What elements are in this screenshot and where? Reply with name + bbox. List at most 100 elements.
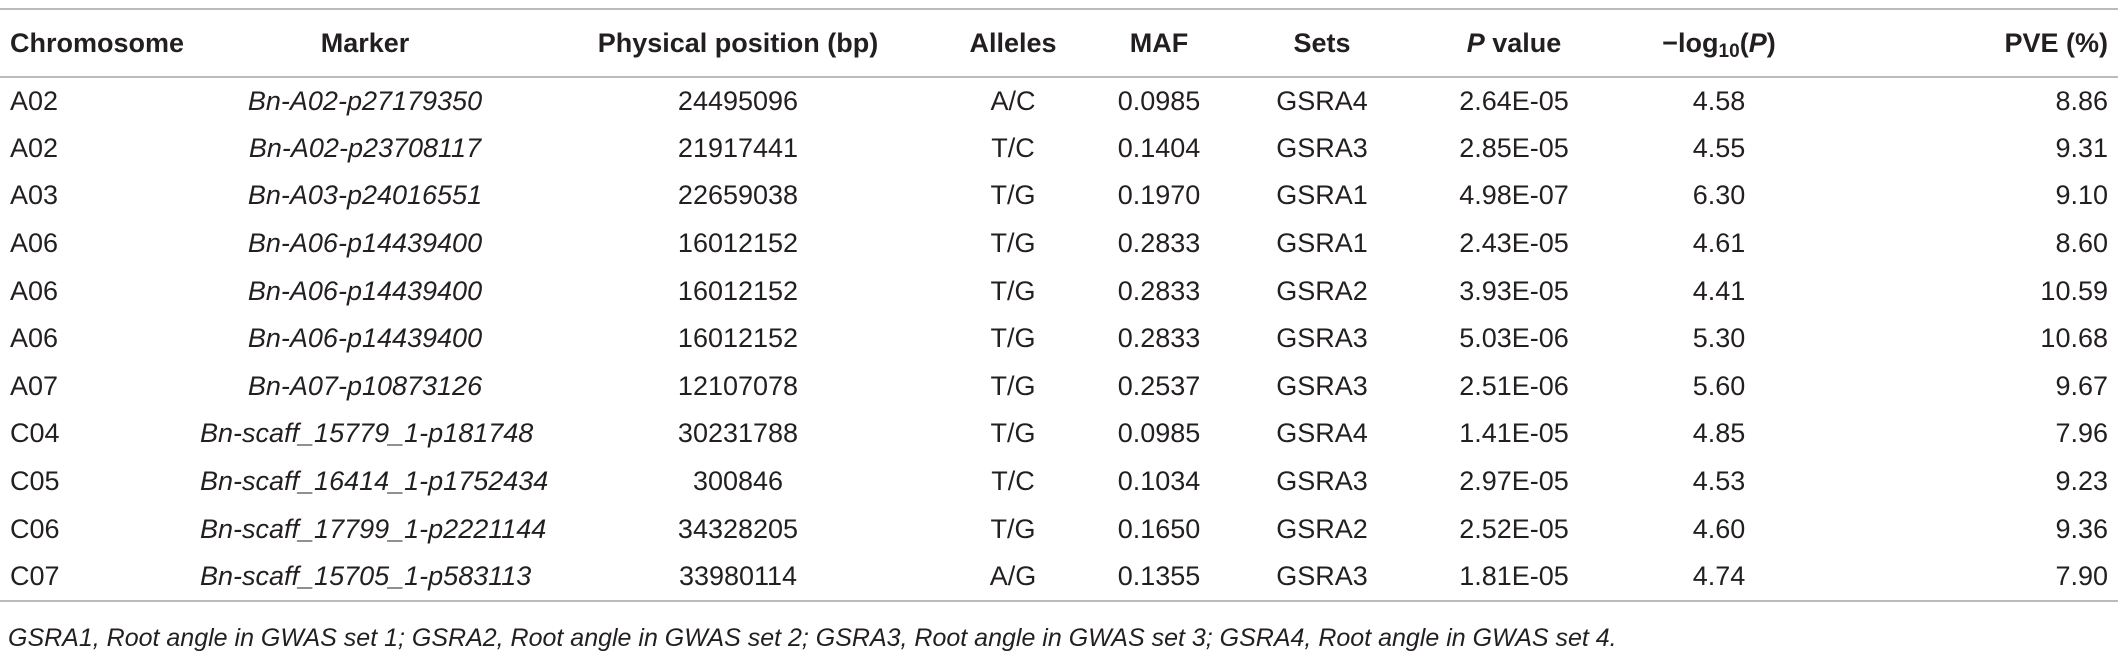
cell-pve: 9.23	[2055, 466, 2108, 497]
table-row: A03 Bn-A03-p24016551 22659038 T/G 0.1970 GSRA…	[0, 172, 2118, 220]
cell-marker: Bn-A02-p27179350	[247, 85, 483, 116]
cell-pve: 7.90	[1824, 552, 2118, 602]
cell-marker: Bn-scaff_17799_1-p2221144	[200, 513, 547, 544]
cell-sets: GSRA2	[1276, 275, 1368, 306]
cell-sets: GSRA4	[1276, 85, 1368, 116]
cell-pvalue: 4.98E-07	[1459, 180, 1569, 211]
table-row: A06 Bn-A06-p14439400 16012152 T/G 0.2833 GSRA…	[0, 314, 2118, 363]
cell-position: 24495096	[677, 85, 799, 116]
cell-pve: 9.36	[2055, 513, 2108, 544]
cell-maf: 0.1404	[1117, 132, 1201, 163]
cell-alleles: T/G	[990, 180, 1036, 211]
cell-position: 34328205	[677, 513, 799, 544]
cell-alleles: A/G	[938, 552, 1088, 602]
cell-maf: 0.0985	[1117, 418, 1201, 449]
cell-neglog10p: 4.55	[1692, 132, 1746, 163]
table-row: C06 Bn-scaff_17799_1-p2221144 34328205 T/G 0…	[0, 505, 2118, 553]
cell-alleles: T/G	[990, 370, 1036, 401]
cell-marker: Bn-A06-p14439400	[247, 275, 483, 306]
header-chromosome: Chromosome	[0, 8, 192, 78]
cell-chromosome: C04	[10, 418, 60, 449]
cell-marker: Bn-A02-p23708117	[248, 132, 482, 163]
cell-sets: GSRA4	[1276, 418, 1368, 449]
table-row: A02 Bn-A02-p27179350 24495096 A/C 0.0985 GSRA…	[0, 77, 2118, 125]
table-row: A06 Bn-A06-p14439400 16012152 T/G 0.2833 GSRA…	[0, 219, 2118, 268]
table-row: C07 Bn-scaff_15705_1-p583113 33980114 A/G 0.…	[0, 552, 2118, 602]
cell-neglog10p: 4.74	[1614, 552, 1824, 602]
header-sets: Sets	[1230, 8, 1414, 78]
header-pvalue-p: P	[1466, 27, 1485, 58]
cell-pvalue: 3.93E-05	[1459, 275, 1569, 306]
cell-marker: Bn-A06-p14439400	[247, 323, 483, 354]
cell-position: 16012152	[677, 323, 799, 354]
header-marker: Marker	[192, 8, 538, 78]
header-log-p: P	[1748, 27, 1767, 58]
cell-alleles: A/C	[990, 85, 1036, 116]
cell-neglog10p: 4.58	[1692, 85, 1746, 116]
cell-chromosome: A06	[10, 228, 59, 259]
cell-pvalue: 2.51E-06	[1459, 370, 1569, 401]
header-maf: MAF	[1088, 8, 1230, 78]
header-log-prefix: −log	[1662, 27, 1719, 58]
cell-alleles: T/C	[991, 466, 1035, 497]
cell-position: 30231788	[677, 418, 799, 449]
header-neglog10p: −log10(P)	[1614, 8, 1824, 78]
cell-marker: Bn-A07-p10873126	[247, 370, 483, 401]
cell-alleles: T/G	[990, 323, 1036, 354]
cell-chromosome: C06	[10, 513, 60, 544]
cell-marker: Bn-scaff_15779_1-p181748	[200, 418, 534, 449]
gwas-results-table: Chromosome Marker Physical position (bp)…	[0, 8, 2118, 602]
table-body: A02 Bn-A02-p27179350 24495096 A/C 0.0985 GSRA…	[0, 77, 2118, 602]
cell-neglog10p: 4.85	[1692, 418, 1746, 449]
cell-alleles: T/G	[990, 513, 1036, 544]
header-log-close: )	[1766, 27, 1776, 58]
cell-pvalue: 5.03E-06	[1459, 323, 1569, 354]
cell-pve: 9.67	[2055, 370, 2108, 401]
cell-sets: GSRA1	[1276, 180, 1368, 211]
cell-alleles: T/G	[990, 228, 1036, 259]
header-position: Physical position (bp)	[538, 8, 938, 78]
cell-pve: 7.96	[2055, 418, 2108, 449]
cell-position: 16012152	[677, 275, 799, 306]
table-row: C05 Bn-scaff_16414_1-p1752434 300846 T/C 0.1…	[0, 457, 2118, 506]
cell-maf: 0.1034	[1117, 466, 1201, 497]
cell-sets: GSRA3	[1276, 132, 1368, 163]
cell-neglog10p: 4.53	[1692, 466, 1746, 497]
cell-maf: 0.2833	[1117, 228, 1201, 259]
cell-pve: 8.60	[2055, 228, 2108, 259]
cell-neglog10p: 5.60	[1692, 370, 1746, 401]
cell-maf: 0.2537	[1117, 370, 1201, 401]
cell-pve: 9.10	[2055, 180, 2108, 211]
cell-chromosome: C07	[0, 552, 192, 602]
cell-alleles: T/G	[990, 275, 1036, 306]
cell-position: 16012152	[677, 228, 799, 259]
cell-chromosome: A06	[10, 323, 59, 354]
header-pve: PVE (%)	[1824, 8, 2118, 78]
table-row: C04 Bn-scaff_15779_1-p181748 30231788 T/G 0.…	[0, 410, 2118, 458]
cell-maf: 0.1355	[1088, 552, 1230, 602]
cell-pvalue: 2.85E-05	[1459, 132, 1569, 163]
cell-pve: 9.31	[2055, 132, 2108, 163]
cell-maf: 0.0985	[1117, 85, 1201, 116]
cell-pve: 10.59	[2040, 275, 2108, 306]
cell-pvalue: 2.52E-05	[1459, 513, 1569, 544]
table-row: A06 Bn-A06-p14439400 16012152 T/G 0.2833 GSRA…	[0, 267, 2118, 315]
cell-chromosome: A02	[10, 132, 59, 163]
cell-neglog10p: 5.30	[1692, 323, 1746, 354]
cell-neglog10p: 4.61	[1692, 228, 1746, 259]
cell-sets: GSRA3	[1276, 323, 1368, 354]
cell-maf: 0.2833	[1117, 323, 1201, 354]
cell-chromosome: A06	[10, 275, 59, 306]
cell-position: 21917441	[677, 132, 799, 163]
cell-chromosome: A02	[10, 85, 59, 116]
cell-sets: GSRA3	[1276, 466, 1368, 497]
cell-neglog10p: 4.60	[1692, 513, 1746, 544]
cell-sets: GSRA2	[1276, 513, 1368, 544]
cell-pve: 8.86	[2055, 85, 2108, 116]
cell-position: 300846	[692, 466, 784, 497]
header-row: Chromosome Marker Physical position (bp)…	[0, 8, 2118, 78]
cell-sets: GSRA3	[1276, 370, 1368, 401]
cell-pvalue: 2.97E-05	[1459, 466, 1569, 497]
cell-sets: GSRA3	[1230, 552, 1414, 602]
